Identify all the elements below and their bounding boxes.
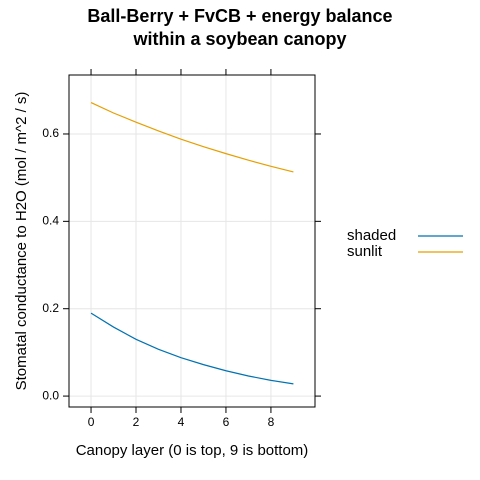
x-tick-label: 4 xyxy=(178,415,185,429)
x-tick-label: 2 xyxy=(133,415,140,429)
x-tick-label: 6 xyxy=(223,415,230,429)
y-tick-label: 0.6 xyxy=(42,126,59,140)
y-tick-label: 0.0 xyxy=(42,388,59,402)
y-tick-label: 0.2 xyxy=(42,301,59,315)
y-tick-label: 0.4 xyxy=(42,214,59,228)
legend-label: sunlit xyxy=(347,243,383,260)
series-line xyxy=(90,312,294,385)
chart-title: within a soybean canopy xyxy=(132,29,346,49)
x-axis-label: Canopy layer (0 is top, 9 is bottom) xyxy=(76,442,309,459)
x-tick-label: 8 xyxy=(268,415,275,429)
y-axis-label: Stomatal conductance to H2O (mol / m^2 /… xyxy=(13,92,30,391)
chart-title: Ball-Berry + FvCB + energy balance xyxy=(87,6,392,26)
legend-label: shaded xyxy=(347,227,396,244)
x-tick-label: 0 xyxy=(88,415,95,429)
series-line xyxy=(90,101,294,173)
plot-frame xyxy=(68,74,316,408)
